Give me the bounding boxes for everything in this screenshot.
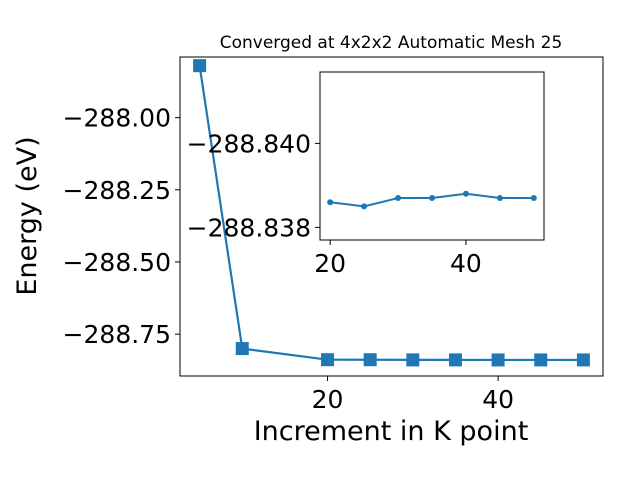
main-y-axis-label: Energy (eV) bbox=[12, 136, 43, 295]
main-data-point bbox=[193, 59, 207, 73]
main-y-ticks: −288.75 −288.50 −288.25 −288.00 bbox=[63, 104, 180, 349]
inset-data-point bbox=[429, 195, 435, 201]
main-x-axis-label: Increment in K point bbox=[254, 416, 529, 447]
main-title: Converged at 4x2x2 Automatic Mesh 25 bbox=[220, 33, 563, 53]
main-data-point bbox=[576, 353, 590, 367]
main-data-point bbox=[406, 353, 420, 367]
main-data-point bbox=[448, 353, 462, 367]
main-y-tick-label: −288.50 bbox=[63, 248, 171, 277]
main-data-point bbox=[534, 353, 548, 367]
main-y-tick-label: −288.75 bbox=[63, 320, 171, 349]
main-axes-frame bbox=[179, 56, 604, 377]
inset-data-point bbox=[496, 195, 503, 201]
main-x-tick-label: 20 bbox=[312, 385, 344, 414]
inset-data-point bbox=[530, 195, 537, 201]
inset-data-point bbox=[327, 199, 334, 206]
main-data-point bbox=[363, 353, 377, 367]
inset-y-tick-label: −288.840 bbox=[187, 129, 311, 158]
inset-x-tick-label: 20 bbox=[314, 249, 346, 278]
main-x-tick-label: 40 bbox=[482, 385, 514, 414]
inset-x-tick-label: 40 bbox=[450, 249, 482, 278]
inset-plot-area bbox=[327, 190, 537, 210]
inset-y-ticks: −288.838 −288.840 bbox=[187, 129, 320, 242]
main-x-ticks: 20 40 bbox=[312, 376, 514, 414]
inset-data-point bbox=[395, 195, 402, 201]
inset-data-point bbox=[462, 190, 469, 197]
inset-axes-frame bbox=[319, 71, 545, 241]
main-data-point bbox=[491, 353, 505, 367]
inset-y-tick-label: −288.838 bbox=[187, 213, 311, 242]
main-y-tick-label: −288.25 bbox=[63, 176, 171, 205]
main-data-point bbox=[235, 342, 249, 356]
main-data-point bbox=[321, 353, 335, 367]
inset-x-ticks: 20 40 bbox=[314, 240, 482, 278]
main-plot-area bbox=[193, 59, 590, 367]
main-y-tick-label: −288.00 bbox=[63, 104, 171, 133]
inset-data-point bbox=[361, 203, 368, 210]
